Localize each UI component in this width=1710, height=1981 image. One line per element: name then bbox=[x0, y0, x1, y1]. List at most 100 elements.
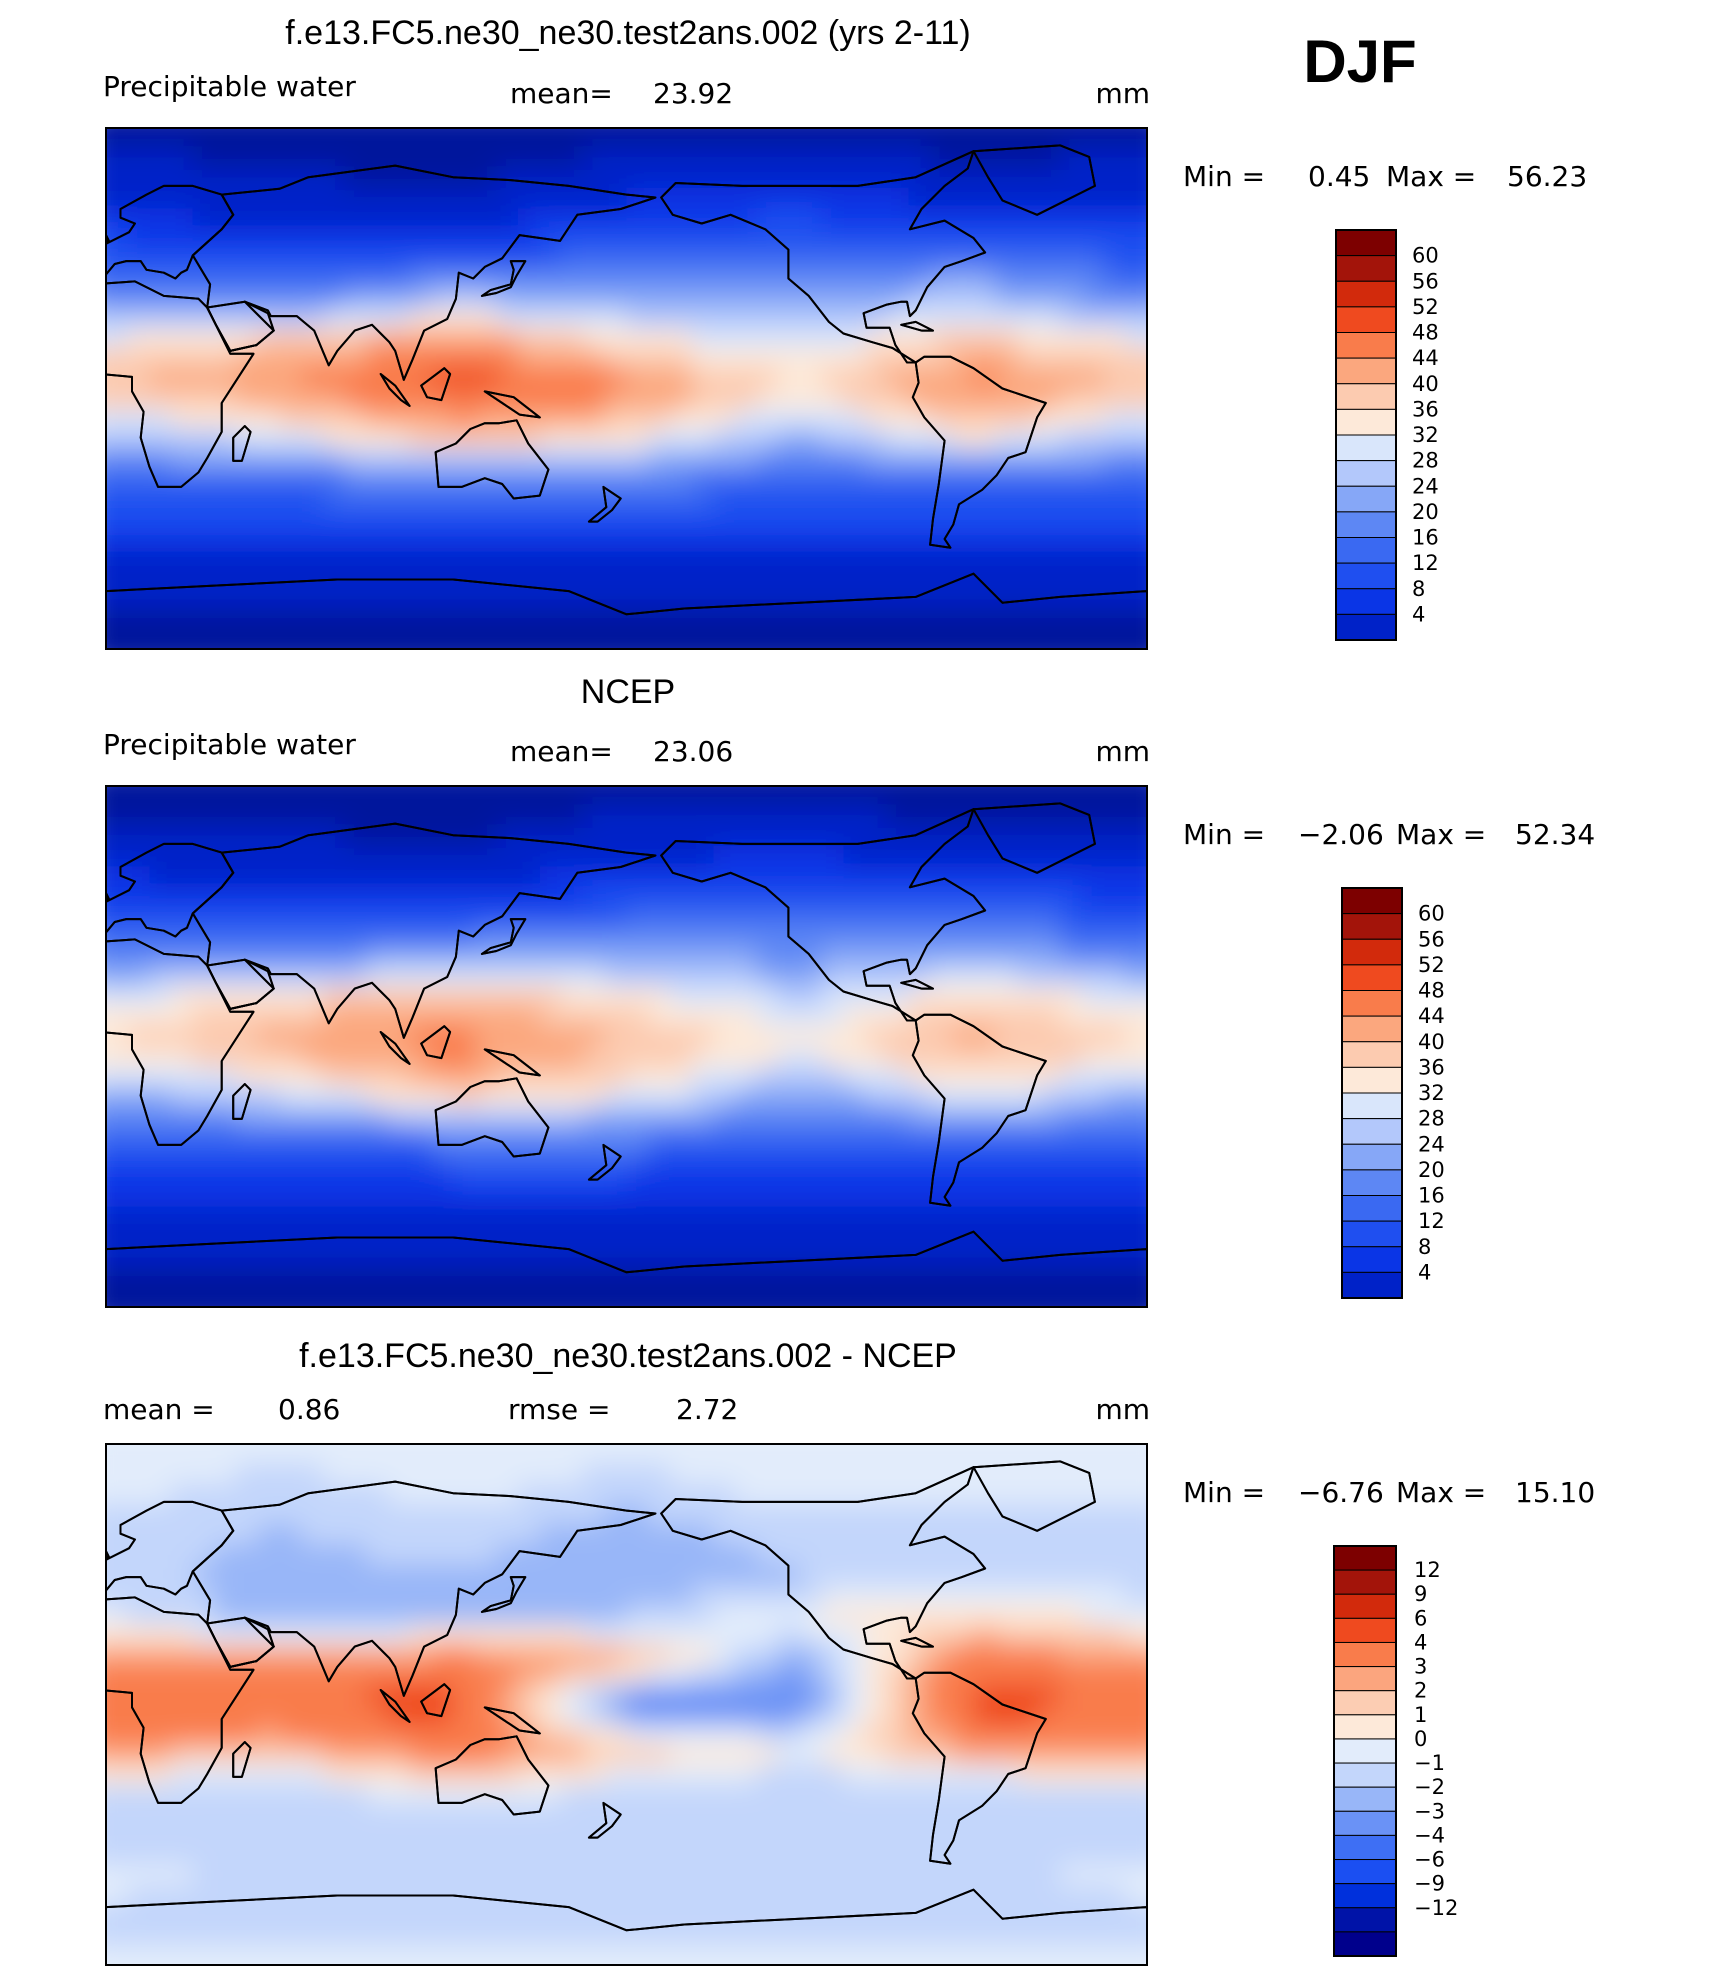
field-cell bbox=[106, 1006, 107, 1028]
field-cell bbox=[995, 128, 1018, 129]
field-cell bbox=[1060, 786, 1083, 787]
field-cell bbox=[648, 786, 671, 808]
panel2-title: NCEP bbox=[581, 673, 675, 711]
field-cell bbox=[669, 1684, 693, 1706]
field-cell bbox=[431, 1444, 454, 1445]
field-cell bbox=[843, 1307, 866, 1328]
field-cell bbox=[1125, 786, 1147, 787]
field-cell bbox=[518, 1584, 541, 1606]
field-cell bbox=[214, 148, 238, 170]
field-cell bbox=[496, 1684, 520, 1706]
field-cell bbox=[951, 1904, 975, 1926]
field-cell bbox=[886, 1504, 910, 1526]
colorbar-swatch bbox=[1333, 1714, 1397, 1740]
field-cell bbox=[279, 1804, 303, 1826]
field-cell bbox=[800, 208, 823, 230]
field-cell bbox=[387, 248, 411, 270]
field-cell bbox=[1060, 1106, 1083, 1128]
field-cell bbox=[431, 608, 454, 630]
field-cell bbox=[626, 1804, 650, 1826]
field-cell bbox=[886, 488, 910, 510]
field-cell bbox=[453, 1804, 476, 1826]
field-cell bbox=[887, 1307, 910, 1328]
field-cell bbox=[734, 628, 758, 649]
field-cell bbox=[171, 368, 194, 390]
field-cell bbox=[431, 649, 454, 670]
field-cell bbox=[149, 1504, 173, 1526]
field-cell bbox=[387, 468, 411, 490]
field-cell bbox=[669, 1904, 693, 1926]
field-cell bbox=[670, 1965, 693, 1981]
field-cell bbox=[756, 1266, 780, 1288]
field-cell bbox=[561, 1544, 585, 1566]
field-cell bbox=[106, 148, 129, 170]
field-cell bbox=[995, 1544, 1018, 1566]
field-cell bbox=[734, 786, 758, 787]
field-cell bbox=[496, 368, 520, 390]
field-cell bbox=[1147, 1524, 1170, 1545]
field-cell bbox=[106, 1544, 107, 1566]
field-cell bbox=[865, 1664, 888, 1686]
field-cell bbox=[322, 966, 346, 988]
field-cell bbox=[1103, 906, 1127, 928]
field-cell bbox=[1016, 1844, 1040, 1866]
field-cell bbox=[734, 1784, 758, 1806]
field-cell bbox=[192, 1944, 216, 1965]
field-cell bbox=[214, 1584, 238, 1606]
field-cell bbox=[214, 1624, 238, 1646]
field-cell bbox=[257, 1704, 281, 1726]
field-cell bbox=[648, 1884, 671, 1906]
field-cell bbox=[1038, 926, 1062, 948]
field-cell bbox=[409, 188, 433, 210]
cuba-coastline bbox=[900, 320, 934, 332]
field-cell bbox=[778, 1006, 801, 1028]
field-cell bbox=[236, 1564, 259, 1586]
field-cell bbox=[106, 1624, 107, 1646]
field-cell bbox=[648, 128, 671, 150]
colorbar-swatch bbox=[1333, 1883, 1397, 1909]
field-cell bbox=[583, 1444, 606, 1445]
field-cell bbox=[713, 826, 736, 848]
field-cell bbox=[214, 1186, 238, 1208]
field-cell bbox=[322, 1206, 346, 1228]
field-cell bbox=[322, 128, 346, 129]
field-cell bbox=[713, 448, 736, 470]
field-cell bbox=[106, 348, 129, 370]
field-cell bbox=[1016, 1704, 1040, 1726]
field-cell bbox=[1147, 1905, 1170, 1926]
field-cell bbox=[865, 1884, 888, 1906]
field-cell bbox=[886, 846, 910, 868]
field-cell bbox=[257, 1266, 281, 1288]
field-cell bbox=[171, 1744, 194, 1766]
field-cell bbox=[930, 1684, 953, 1706]
field-cell bbox=[366, 786, 389, 787]
field-cell bbox=[626, 1086, 650, 1108]
field-cell bbox=[995, 1206, 1018, 1228]
field-cell bbox=[214, 628, 238, 649]
field-cell bbox=[279, 1464, 303, 1486]
field-cell bbox=[1147, 609, 1170, 630]
field-cell bbox=[778, 1844, 801, 1866]
field-cell bbox=[322, 288, 346, 310]
field-cell bbox=[257, 1484, 281, 1506]
field-cell bbox=[756, 268, 780, 290]
field-cell bbox=[431, 228, 454, 250]
colorbar-swatch bbox=[1335, 255, 1397, 282]
field-cell bbox=[995, 1904, 1018, 1926]
field-cell bbox=[279, 148, 303, 170]
field-cell bbox=[539, 1744, 563, 1766]
field-cell bbox=[171, 1464, 194, 1486]
field-cell bbox=[908, 966, 932, 988]
field-cell bbox=[821, 786, 845, 808]
field-cell bbox=[821, 1644, 845, 1666]
field-cell bbox=[366, 208, 389, 230]
field-cell bbox=[800, 1684, 823, 1706]
field-cell bbox=[821, 1924, 845, 1946]
field-cell bbox=[539, 568, 563, 590]
field-cell bbox=[865, 368, 888, 390]
field-cell bbox=[518, 986, 541, 1008]
field-cell bbox=[800, 1206, 823, 1228]
field-cell bbox=[171, 1764, 194, 1786]
field-cell bbox=[409, 288, 433, 310]
field-cell bbox=[301, 826, 324, 848]
